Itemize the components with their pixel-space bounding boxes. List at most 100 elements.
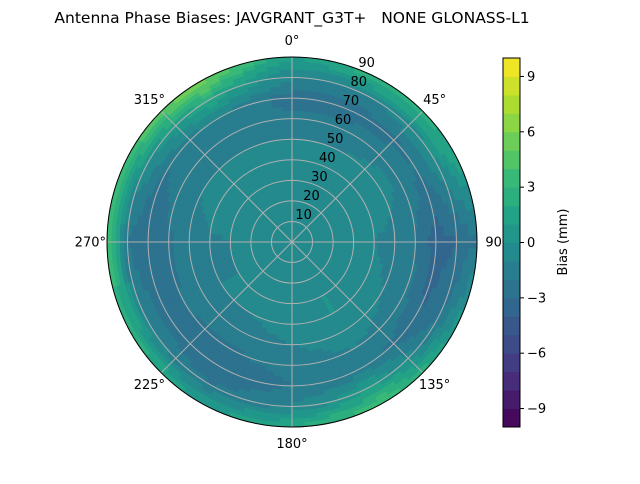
- contour-cell: [202, 245, 207, 251]
- contour-cell: [292, 152, 298, 156]
- r-tick-label: 80: [350, 75, 367, 90]
- contour-cell: [292, 410, 304, 415]
- theta-tick-label: 135°: [419, 378, 450, 393]
- colorbar-band: [503, 187, 520, 206]
- contour-cell: [282, 102, 292, 106]
- contour-cell: [295, 287, 299, 291]
- contour-cell: [280, 65, 292, 70]
- contour-cell: [280, 414, 292, 419]
- colorbar-tick-label: 6: [527, 125, 535, 140]
- contour-cell: [222, 235, 226, 240]
- contour-cell: [285, 147, 292, 151]
- contour-cell: [292, 189, 296, 193]
- colorbar-tick-label: 0: [527, 236, 535, 251]
- theta-tick-label: 45°: [423, 93, 446, 108]
- theta-tick-label: 180°: [276, 437, 307, 452]
- r-tick-label: 60: [335, 113, 352, 128]
- contour-cell: [292, 308, 297, 312]
- contour-cell: [292, 131, 300, 135]
- contour-cell: [292, 86, 303, 90]
- contour-cell: [280, 69, 292, 74]
- theta-tick-label: 225°: [134, 378, 165, 393]
- theta-tick-label: 315°: [134, 93, 165, 108]
- contour-cell: [292, 377, 302, 381]
- contour-cell: [281, 86, 292, 90]
- contour-cell: [362, 234, 366, 239]
- colorbar-band: [503, 58, 520, 77]
- contour-cell: [287, 164, 292, 168]
- contour-cell: [284, 353, 292, 357]
- contour-cell: [287, 316, 292, 320]
- contour-cell: [284, 349, 292, 353]
- colorbar-band: [503, 243, 520, 262]
- contour-cell: [287, 312, 292, 316]
- contour-cell: [286, 328, 292, 332]
- polar-grid: [107, 57, 477, 427]
- contour-cell: [285, 332, 292, 336]
- contour-cell: [296, 295, 300, 299]
- contour-cell: [279, 61, 292, 66]
- colorbar-tick-label: 9: [527, 70, 535, 85]
- contour-cell: [281, 390, 292, 394]
- contour-cell: [288, 299, 292, 303]
- colorbar-tick-label: −3: [527, 291, 546, 306]
- contour-cell: [283, 110, 292, 114]
- contour-cell: [292, 127, 300, 131]
- colorbar-band: [503, 409, 520, 428]
- contour-cell: [283, 369, 292, 373]
- contour-cell: [366, 234, 370, 240]
- contour-cell: [279, 418, 292, 423]
- contour-cell: [378, 233, 383, 239]
- r-tick-label: 50: [327, 132, 344, 147]
- colorbar-band: [503, 316, 520, 335]
- contour-cell: [366, 245, 370, 251]
- colorbar-band: [503, 335, 520, 354]
- contour-cell: [292, 418, 305, 423]
- contour-cell: [292, 184, 296, 188]
- colorbar-band: [503, 298, 520, 317]
- contour-cell: [283, 373, 292, 377]
- contour-cell: [292, 164, 297, 168]
- contour-cell: [292, 349, 300, 353]
- contour-cell: [292, 369, 301, 373]
- colorbar-band: [503, 279, 520, 298]
- colorbar-band: [503, 76, 520, 95]
- contour-cell: [218, 234, 222, 239]
- colorbar-band: [503, 206, 520, 225]
- contour-cell: [292, 390, 303, 394]
- r-tick-label: 40: [319, 151, 336, 166]
- colorbar-band: [503, 95, 520, 114]
- contour-cell: [292, 316, 297, 320]
- contour-cell: [292, 394, 303, 398]
- contour-cell: [287, 168, 292, 172]
- colorbar-band: [503, 224, 520, 243]
- contour-cell: [292, 90, 303, 94]
- contour-cell: [222, 244, 226, 249]
- contour-cell: [292, 69, 304, 74]
- r-tick-label: 10: [295, 208, 312, 223]
- contour-cell: [292, 291, 296, 295]
- contour-cell: [345, 236, 349, 240]
- theta-tick-label: 90: [485, 236, 502, 251]
- contour-cell: [292, 168, 297, 172]
- contour-cell: [362, 244, 366, 249]
- contour-cell: [292, 336, 299, 340]
- contour-cell: [286, 152, 292, 156]
- contour-cell: [357, 235, 361, 240]
- colorbar-tick-label: −6: [527, 347, 546, 362]
- contour-cell: [292, 172, 297, 176]
- colorbar-band: [503, 150, 520, 169]
- contour-cell: [214, 234, 218, 240]
- contour-cell: [292, 357, 300, 361]
- r-tick-label: 90: [358, 56, 375, 71]
- contour-cell: [285, 143, 292, 147]
- r-tick-label: 70: [343, 94, 360, 109]
- colorbar-band: [503, 353, 520, 372]
- contour-cell: [239, 244, 243, 248]
- contour-cell: [282, 377, 292, 381]
- r-tick-label: 20: [303, 189, 320, 204]
- contour-cell: [292, 110, 301, 114]
- contour-cell: [292, 102, 302, 106]
- chart-title: Antenna Phase Biases: JAVGRANT_G3T+ NONE…: [54, 9, 529, 28]
